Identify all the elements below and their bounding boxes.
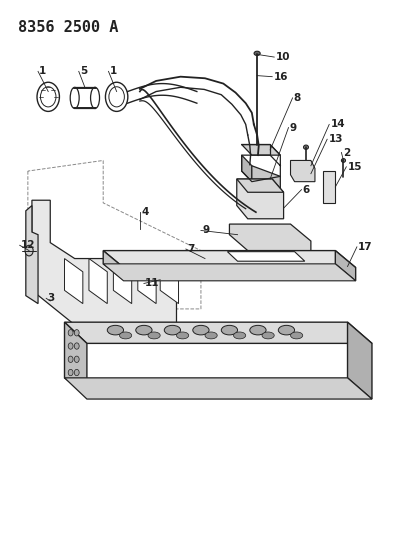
Polygon shape [64,378,371,399]
Polygon shape [64,259,83,304]
Polygon shape [241,155,251,182]
Text: 12: 12 [21,240,35,251]
Ellipse shape [204,332,217,339]
Polygon shape [241,144,280,155]
Ellipse shape [233,332,245,339]
Polygon shape [89,259,107,304]
Polygon shape [229,224,310,252]
Polygon shape [322,171,335,203]
Text: 16: 16 [273,71,287,82]
Text: 9: 9 [202,225,209,236]
Polygon shape [227,252,304,261]
Ellipse shape [249,325,265,335]
Polygon shape [335,251,355,281]
Ellipse shape [176,332,188,339]
Ellipse shape [221,325,237,335]
Polygon shape [290,160,314,182]
Text: 15: 15 [347,162,361,172]
Ellipse shape [303,145,308,149]
Polygon shape [137,259,156,304]
Ellipse shape [192,325,209,335]
Polygon shape [32,200,176,325]
Circle shape [25,245,33,256]
Polygon shape [236,179,283,219]
Circle shape [74,356,79,362]
Text: 6: 6 [302,184,309,195]
Ellipse shape [290,332,302,339]
Circle shape [68,343,73,349]
Ellipse shape [135,325,152,335]
Text: 8: 8 [293,93,300,103]
Polygon shape [64,322,87,394]
Ellipse shape [164,325,180,335]
Polygon shape [251,166,280,192]
Polygon shape [160,259,178,304]
Text: 9: 9 [289,123,296,133]
Polygon shape [103,251,123,280]
Ellipse shape [119,332,131,339]
Text: 7: 7 [187,244,194,254]
Polygon shape [103,251,355,268]
Ellipse shape [148,332,160,339]
Text: 4: 4 [141,207,148,217]
Text: 1: 1 [39,67,46,76]
Text: 13: 13 [328,134,342,144]
Text: 5: 5 [80,67,87,76]
Circle shape [68,356,73,362]
Ellipse shape [341,159,345,163]
Circle shape [74,343,79,349]
Ellipse shape [278,325,294,335]
Circle shape [74,329,79,336]
Text: 2: 2 [342,148,349,158]
Polygon shape [103,264,355,281]
Circle shape [68,329,73,336]
Ellipse shape [261,332,274,339]
Ellipse shape [107,325,123,335]
Polygon shape [64,322,371,343]
Text: 1: 1 [110,67,117,76]
Polygon shape [113,259,131,304]
Text: 14: 14 [330,119,344,130]
Circle shape [68,369,73,376]
Text: 3: 3 [47,293,54,303]
Text: 11: 11 [145,278,159,288]
Circle shape [74,369,79,376]
Text: 10: 10 [275,52,289,62]
Polygon shape [236,179,283,192]
Polygon shape [347,322,371,399]
Ellipse shape [254,51,260,55]
Text: 8356 2500 A: 8356 2500 A [18,20,118,35]
Text: 17: 17 [357,242,372,252]
Polygon shape [26,206,38,304]
